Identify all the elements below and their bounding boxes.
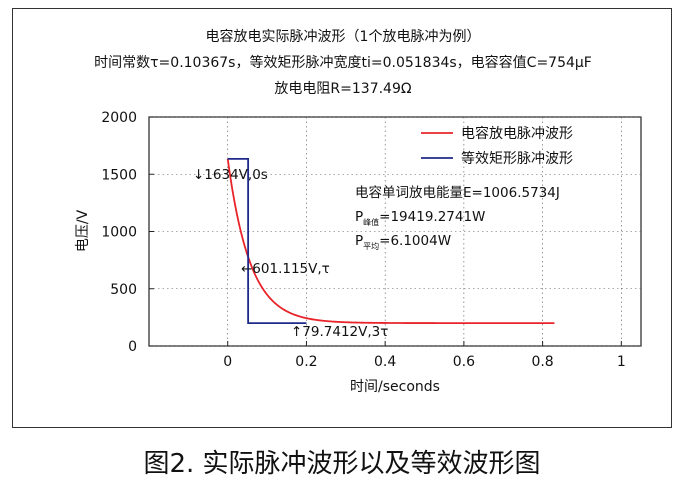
average-power-subscript: 平均 [363, 241, 379, 251]
chart: 电容放电实际脉冲波形（1个放电脉冲为例） 时间常数τ=0.10367s，等效矩形… [75, 28, 642, 395]
y-tick-label: 2000 [101, 110, 137, 126]
chart-title-line-3: 放电电阻R=137.49Ω [274, 81, 411, 97]
x-tick-label: 0.6 [453, 354, 475, 370]
average-power-symbol: P [355, 233, 363, 249]
chart-title-line-1: 电容放电实际脉冲波形（1个放电脉冲为例） [206, 28, 481, 45]
x-tick-label: 1 [617, 354, 626, 370]
y-axis-label: 电压/V [75, 209, 91, 252]
peak-power-subscript: 峰值 [363, 217, 379, 227]
peak-power-symbol: P [355, 209, 363, 225]
y-tick-label: 500 [110, 282, 137, 298]
chart-title-line-2: 时间常数τ=0.10367s，等效矩形脉冲宽度ti=0.051834s，电容容值… [94, 54, 592, 71]
info-box: 电容单词放电能量E=1006.5734J P峰值=19419.2741W P平均… [355, 184, 560, 251]
annotation-3tau: ↑79.7412V,3τ [291, 324, 388, 340]
series-rectangular-pulse [227, 158, 307, 325]
series-discharge-curve [226, 158, 555, 325]
peak-power-value: =19419.2741W [379, 209, 485, 225]
grid [149, 116, 641, 347]
average-power-text: P平均=6.1004W [355, 233, 451, 251]
y-tick-label: 1500 [101, 167, 137, 183]
energy-text: 电容单词放电能量E=1006.5734J [355, 184, 560, 201]
axis-ticks: 0 0.2 0.4 0.6 0.8 1 0 500 1000 1500 2000 [101, 110, 625, 370]
series-layer [226, 158, 555, 325]
y-tick-label: 1000 [101, 225, 137, 241]
legend-label-discharge: 电容放电脉冲波形 [461, 125, 573, 142]
legend-label-rectangular: 等效矩形脉冲波形 [461, 150, 573, 167]
annotation-tau: ←601.115V,τ [241, 261, 330, 277]
x-tick-label: 0.8 [531, 354, 553, 370]
annotation-peak: ↓1634V,0s [193, 167, 268, 183]
x-axis-label: 时间/seconds [350, 379, 440, 395]
annotations: ↓1634V,0s ←601.115V,τ ↑79.7412V,3τ [193, 167, 388, 340]
legend: 电容放电脉冲波形 等效矩形脉冲波形 [421, 125, 573, 167]
x-tick-label: 0.2 [295, 354, 317, 370]
peak-power-text: P峰值=19419.2741W [355, 209, 485, 227]
figure-caption: 图2. 实际脉冲波形以及等效波形图 [143, 449, 541, 479]
average-power-value: =6.1004W [379, 233, 451, 249]
figure-frame: 电容放电实际脉冲波形（1个放电脉冲为例） 时间常数τ=0.10367s，等效矩形… [12, 8, 672, 428]
x-tick-label: 0.4 [374, 354, 396, 370]
y-tick-label: 0 [128, 339, 137, 355]
x-tick-label: 0 [223, 354, 232, 370]
